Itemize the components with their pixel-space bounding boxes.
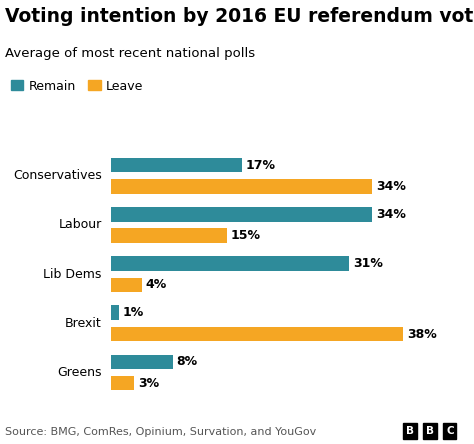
Text: 1%: 1% <box>123 306 144 319</box>
Bar <box>111 179 372 194</box>
Text: 31%: 31% <box>353 257 383 270</box>
Text: 8%: 8% <box>177 355 198 369</box>
Text: Average of most recent national polls: Average of most recent national polls <box>5 47 255 59</box>
Text: Source: BMG, ComRes, Opinium, Survation, and YouGov: Source: BMG, ComRes, Opinium, Survation,… <box>5 427 316 437</box>
Text: B: B <box>426 426 434 436</box>
Text: B: B <box>406 426 414 436</box>
Text: C: C <box>446 426 454 436</box>
Bar <box>111 327 403 341</box>
Bar <box>111 355 173 369</box>
Bar <box>111 305 119 320</box>
Bar <box>111 207 372 222</box>
Text: Voting intention by 2016 EU referendum vote: Voting intention by 2016 EU referendum v… <box>5 7 474 26</box>
Bar <box>111 228 227 243</box>
Bar <box>111 256 349 271</box>
Legend: Remain, Leave: Remain, Leave <box>11 79 143 92</box>
Text: 4%: 4% <box>146 278 167 291</box>
Bar <box>111 158 242 172</box>
Text: 15%: 15% <box>230 229 260 242</box>
Text: 17%: 17% <box>246 159 276 172</box>
Bar <box>111 278 142 292</box>
Bar <box>111 376 135 390</box>
Text: 3%: 3% <box>138 377 159 390</box>
Text: 38%: 38% <box>407 328 437 341</box>
Text: 34%: 34% <box>376 180 406 193</box>
Text: 34%: 34% <box>376 208 406 221</box>
